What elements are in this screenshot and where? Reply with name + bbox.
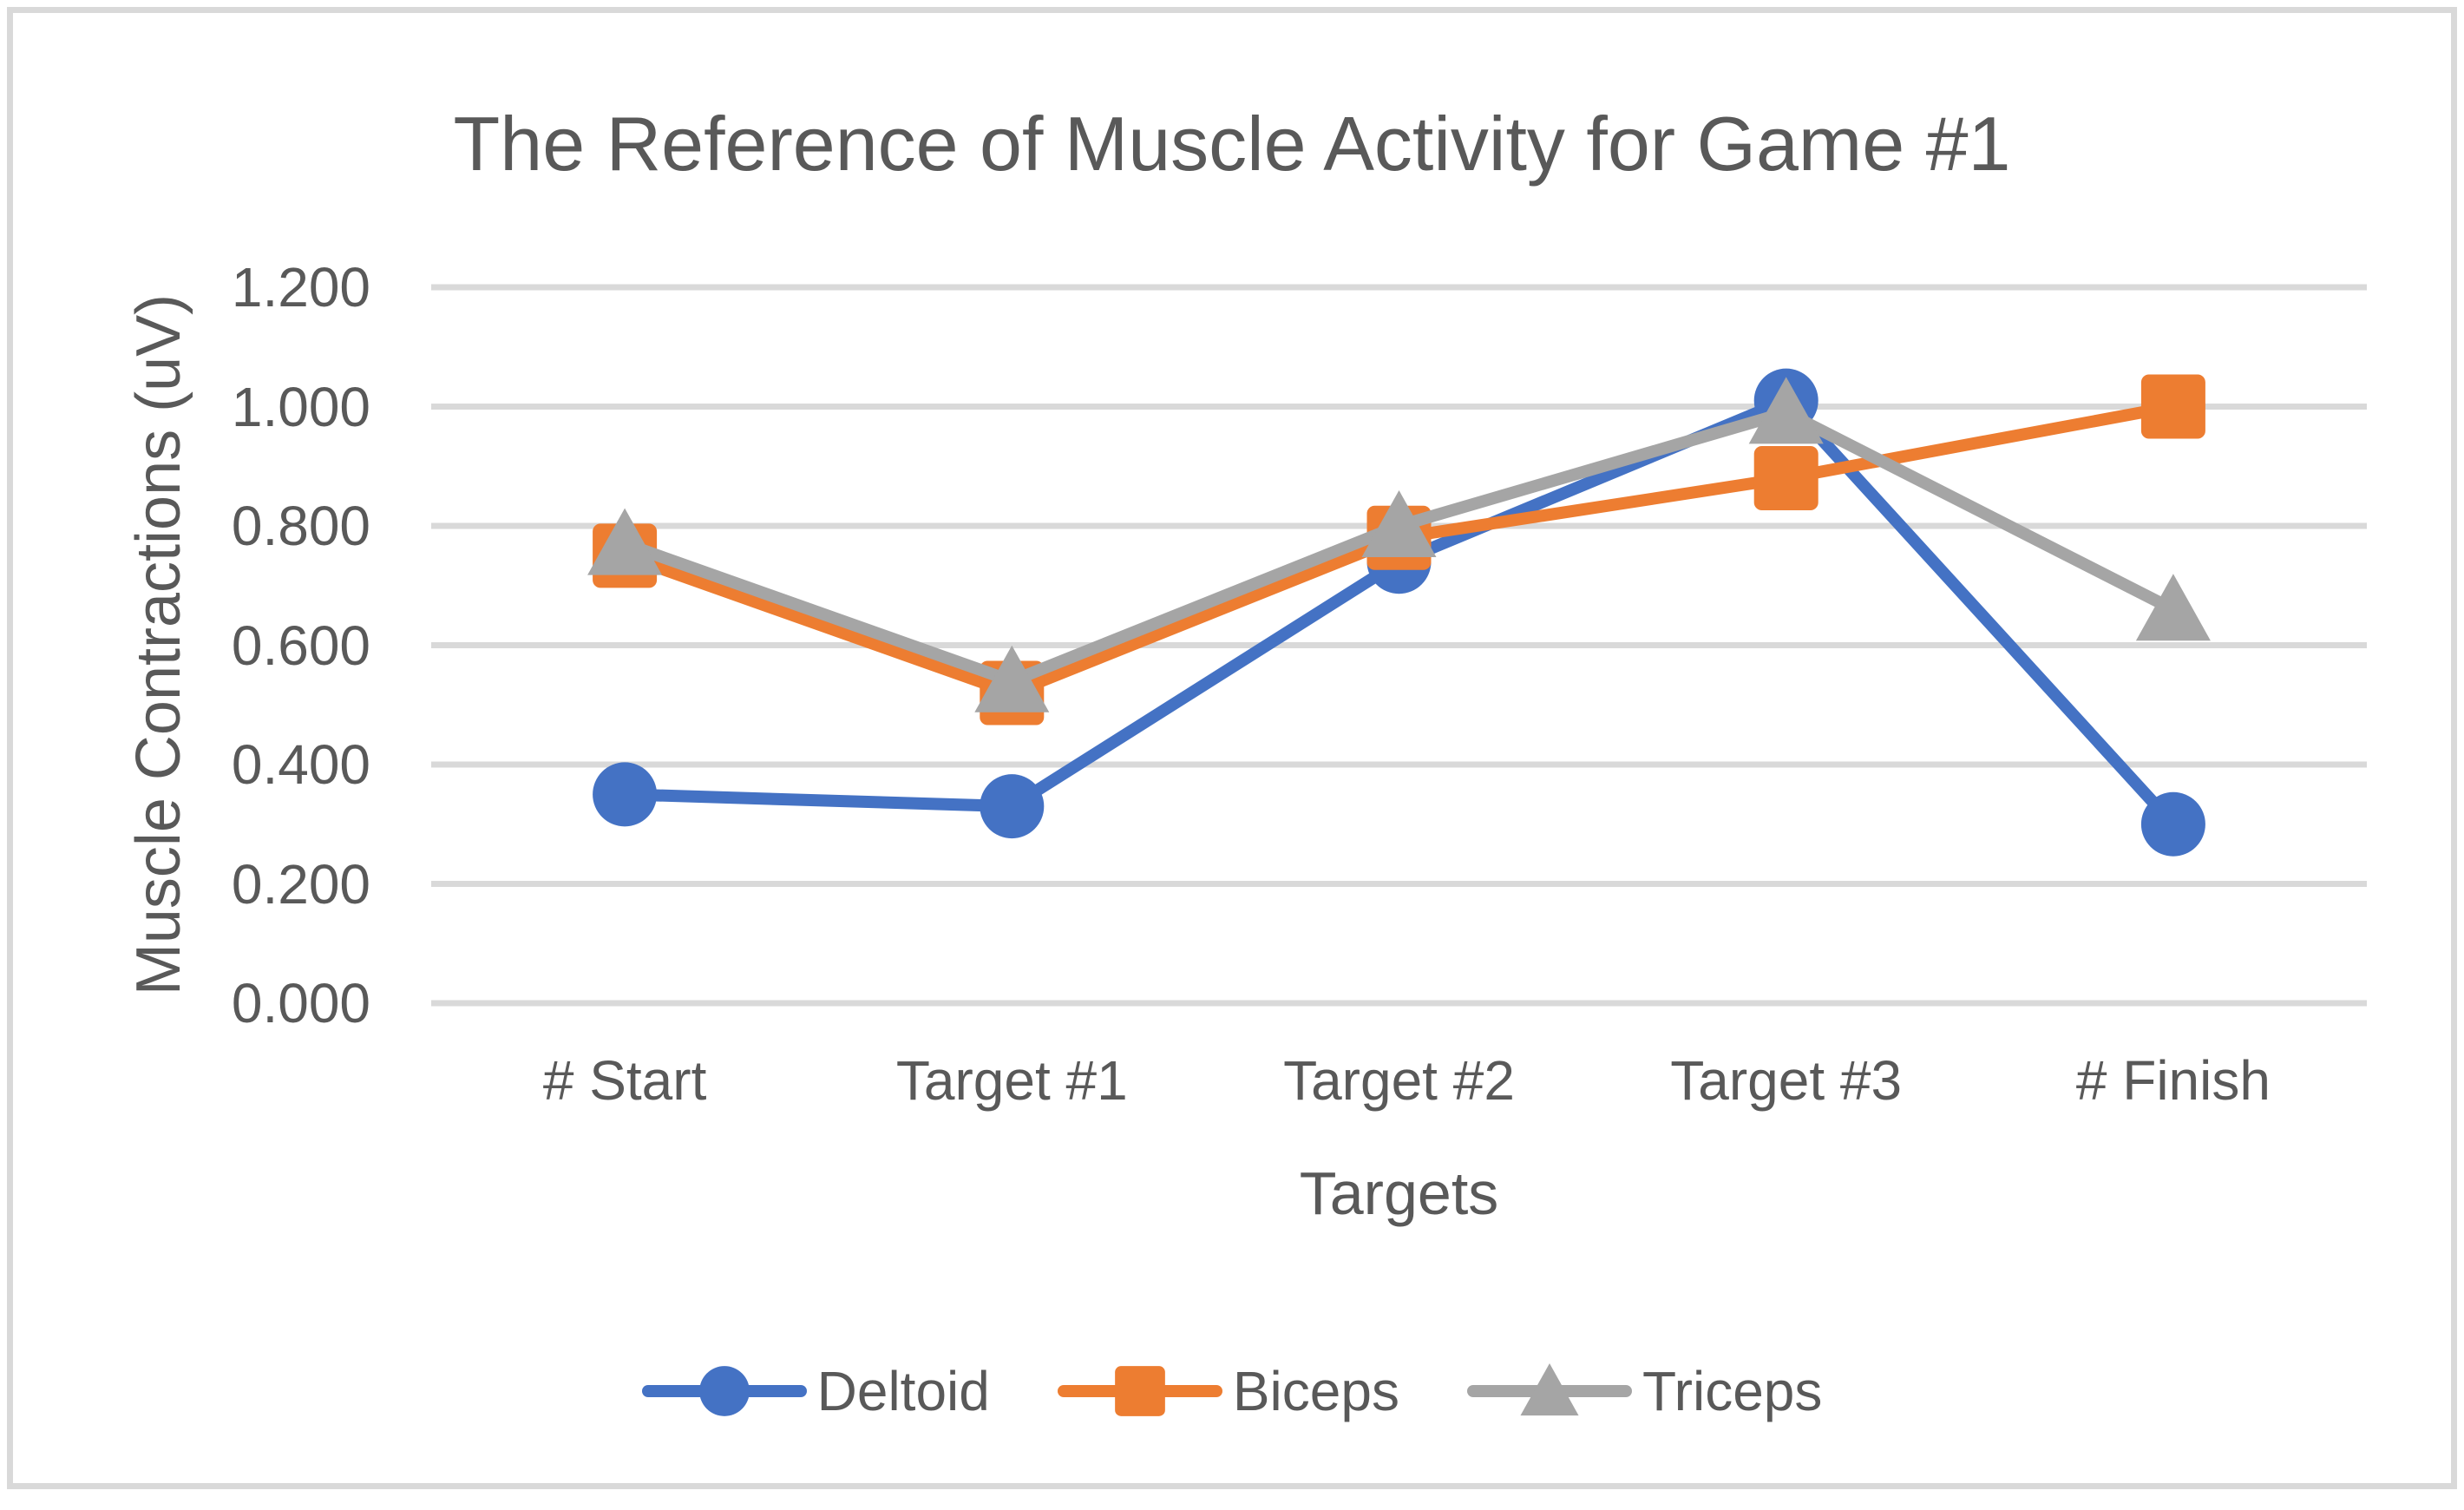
plot-area	[431, 284, 2367, 1007]
chart-frame: The Reference of Muscle Activity for Gam…	[7, 7, 2457, 1489]
series-line-deltoid	[619, 394, 2179, 830]
legend-label-deltoid: Deltoid	[816, 1360, 990, 1422]
y-tick-label: 0.200	[231, 852, 370, 916]
x-tick-label-4: Target #3	[1670, 1049, 1903, 1112]
deltoid-marker-4	[2140, 791, 2205, 857]
y-tick-label: 1.000	[231, 375, 370, 438]
square-marker-icon	[1114, 1366, 1165, 1416]
legend-item-deltoid: Deltoid	[641, 1356, 990, 1426]
x-axis-title: Targets	[1299, 1159, 1499, 1227]
legend-item-triceps: Triceps	[1466, 1356, 1823, 1426]
legend: Deltoid Biceps Triceps	[13, 1356, 2451, 1426]
triceps-marker-1	[974, 645, 1050, 712]
triceps-marker-0	[587, 508, 663, 575]
series-triceps	[587, 377, 2211, 712]
y-tick-label: 0.400	[231, 733, 370, 796]
y-tick-label: 0.600	[231, 614, 370, 677]
y-tick-label: 1.200	[231, 256, 370, 318]
deltoid-marker-1	[980, 774, 1045, 839]
y-tick-label: 0.800	[231, 495, 370, 557]
deltoid-marker-0	[593, 762, 658, 827]
triceps-marker-3	[1748, 377, 1824, 444]
x-tick-label-2: Target #1	[895, 1049, 1128, 1112]
triceps-marker-4	[2135, 574, 2211, 641]
y-tick-label: 0.000	[231, 972, 370, 1034]
triceps-marker-2	[1361, 490, 1437, 557]
biceps-marker-3	[1753, 446, 1819, 510]
circle-marker-icon	[698, 1366, 750, 1416]
biceps-marker-4	[2140, 374, 2205, 439]
x-tick-label-1: # Start	[542, 1049, 707, 1112]
chart-title: The Reference of Muscle Activity for Gam…	[453, 101, 2011, 187]
legend-key-square-icon	[1057, 1366, 1222, 1416]
x-tick-label-5: # Finish	[2075, 1049, 2271, 1112]
legend-key-circle-icon	[641, 1366, 807, 1416]
legend-label-triceps: Triceps	[1642, 1360, 1823, 1422]
x-tick-label-3: Target #2	[1283, 1049, 1515, 1112]
triangle-marker-icon	[1520, 1363, 1579, 1416]
legend-item-biceps: Biceps	[1057, 1356, 1399, 1426]
legend-key-triangle-icon	[1466, 1363, 1632, 1416]
legend-label-biceps: Biceps	[1232, 1360, 1399, 1422]
